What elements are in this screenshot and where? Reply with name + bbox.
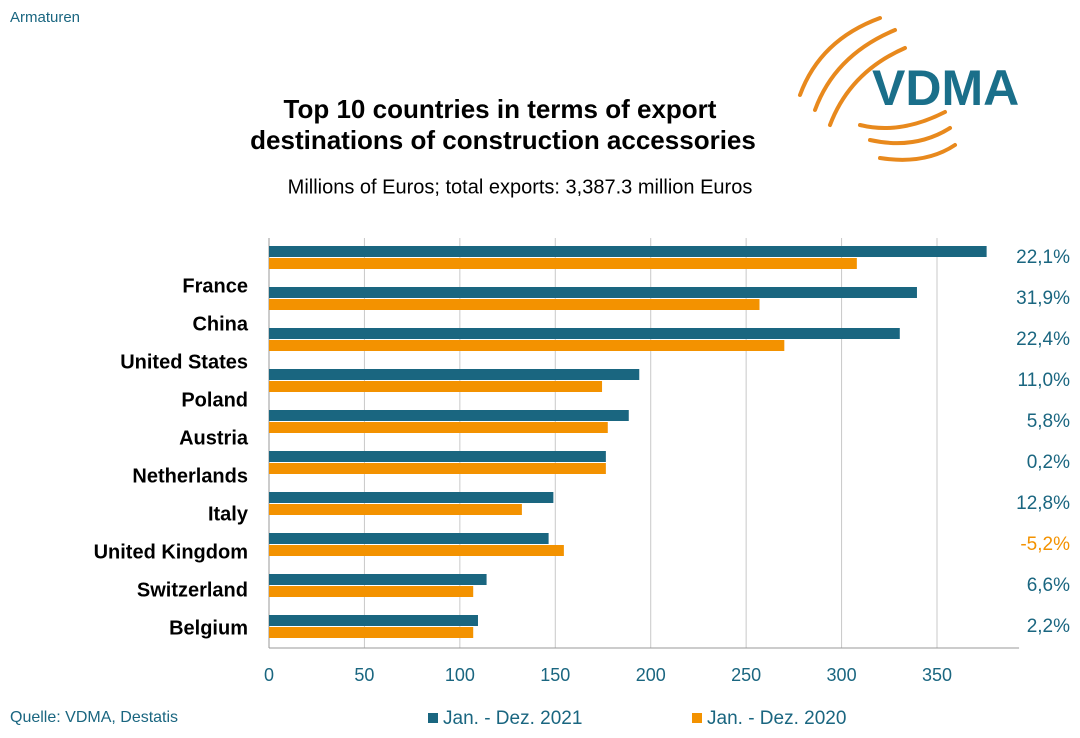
growth-label: 22,4% <box>1016 329 1070 350</box>
bar <box>269 586 474 597</box>
logo-arc <box>828 46 907 127</box>
bar <box>269 287 917 298</box>
bar <box>269 369 640 380</box>
bar <box>269 410 629 421</box>
chart-subtitle: Millions of Euros; total exports: 3,387.… <box>288 176 753 198</box>
bar <box>269 451 606 462</box>
bar <box>269 615 478 626</box>
bar <box>269 299 760 310</box>
header: Armaturen <box>10 9 80 26</box>
y-tick-label: China <box>192 313 248 335</box>
logo-arc <box>878 143 957 162</box>
bar <box>269 340 785 351</box>
x-tick-label: 250 <box>731 665 761 685</box>
y-tick-label: France <box>182 275 248 297</box>
growth-label: 6,6% <box>1027 575 1070 596</box>
logo-arc <box>858 110 947 131</box>
y-tick-label: United States <box>120 351 248 373</box>
bar <box>269 246 987 257</box>
growth-label: -5,2% <box>1020 534 1070 555</box>
bar <box>269 533 549 544</box>
logo-text: VDMA <box>872 60 1019 116</box>
y-tick-label: Italy <box>208 503 249 525</box>
chart-title: destinations of construction accessories <box>250 125 756 155</box>
chart-title: Top 10 countries in terms of export <box>284 94 717 124</box>
legend-swatch <box>692 713 702 723</box>
bar <box>269 504 522 515</box>
growth-label: 31,9% <box>1016 288 1070 309</box>
growth-label: 0,2% <box>1027 452 1070 473</box>
bar <box>269 258 857 269</box>
x-tick-label: 150 <box>540 665 570 685</box>
bar <box>269 545 564 556</box>
logo-arc <box>813 28 897 112</box>
bar <box>269 381 603 392</box>
y-tick-label: Netherlands <box>132 465 248 487</box>
growth-label: 22,1% <box>1016 247 1070 268</box>
growth-label: 2,2% <box>1027 616 1070 637</box>
x-tick-label: 200 <box>636 665 666 685</box>
x-tick-label: 100 <box>445 665 475 685</box>
bar <box>269 328 900 339</box>
y-tick-label: United Kingdom <box>94 541 248 563</box>
logo-arc <box>798 16 882 97</box>
y-tick-label: Switzerland <box>137 579 248 601</box>
legend-label: Jan. - Dez. 2021 <box>443 708 582 729</box>
y-tick-label: Belgium <box>169 617 248 639</box>
source: Quelle: VDMA, Destatis <box>10 709 178 726</box>
bar <box>269 627 474 638</box>
x-tick-label: 0 <box>264 665 274 685</box>
growth-label: 11,0% <box>1018 370 1071 391</box>
y-tick-label: Poland <box>181 389 248 411</box>
bar <box>269 492 554 503</box>
bar <box>269 422 608 433</box>
x-tick-label: 350 <box>922 665 952 685</box>
growth-label: 12,8% <box>1016 493 1070 514</box>
logo <box>798 16 957 162</box>
x-tick-label: 300 <box>827 665 857 685</box>
y-tick-label: Austria <box>179 427 249 449</box>
growth-label: 5,8% <box>1027 411 1070 432</box>
legend-swatch <box>428 713 438 723</box>
logo-arc <box>868 126 952 146</box>
bar <box>269 574 487 585</box>
x-tick-label: 50 <box>354 665 374 685</box>
bar <box>269 463 606 474</box>
legend-label: Jan. - Dez. 2020 <box>707 708 846 729</box>
